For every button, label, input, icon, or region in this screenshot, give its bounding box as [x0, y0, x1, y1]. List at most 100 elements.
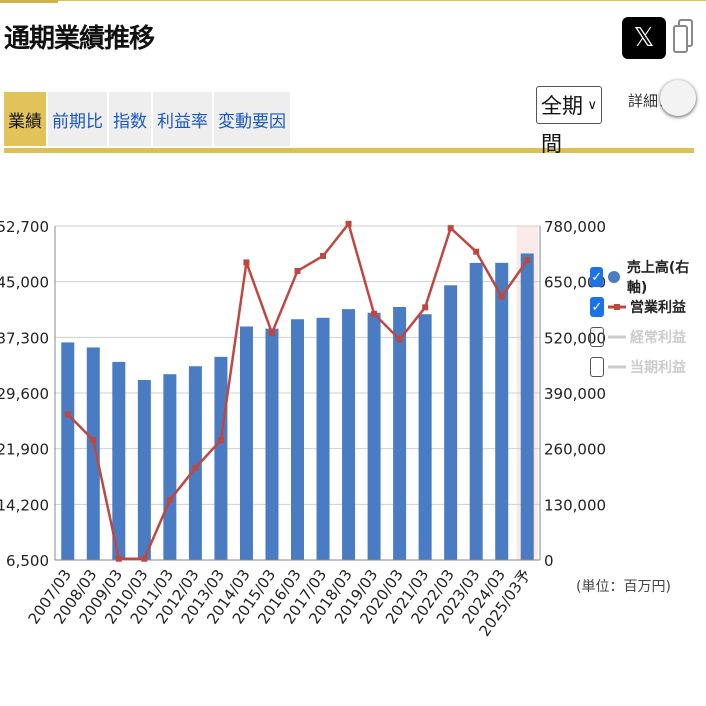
operating-profit-point — [243, 259, 250, 266]
sales-bar — [316, 317, 330, 560]
y-right-tick-label: 130,000 — [544, 496, 606, 514]
period-selected-value: 全期間 — [541, 94, 583, 156]
period-select[interactable]: 全期間 ∨ — [536, 86, 602, 156]
y-left-tick-label: 29,600 — [0, 385, 49, 403]
operating-profit-line — [66, 221, 529, 560]
operating-profit-point — [90, 437, 97, 444]
operating-profit-point — [396, 336, 403, 343]
x-tick-label: 2011/03 — [127, 566, 177, 627]
sales-bar — [291, 319, 304, 560]
x-share-button[interactable]: 𝕏 — [622, 17, 666, 59]
x-tick-label: 2017/03 — [280, 566, 330, 627]
detail-toggle[interactable] — [660, 80, 696, 116]
x-tick-label: 2025/03予 — [475, 566, 534, 640]
legend-item-ordinary-profit[interactable]: 経常利益 — [590, 322, 706, 352]
x-tick-label: 2014/03 — [203, 566, 253, 627]
tab-label: 業績 — [8, 111, 42, 132]
x-tick-label: 2020/03 — [356, 566, 406, 627]
operating-profit-point — [141, 555, 148, 562]
y-left-tick-label: 14,200 — [0, 496, 49, 514]
legend-item-sales[interactable]: ✓ 売上高(右軸) — [590, 260, 706, 296]
tab-bar: 業績 前期比 指数 利益率 変動要因 — [4, 92, 290, 150]
x-tick-label: 2018/03 — [305, 566, 355, 627]
sales-bar — [367, 312, 381, 560]
x-tick-label: 2013/03 — [178, 566, 228, 627]
legend-label: 営業利益 — [630, 300, 686, 316]
sales-bar — [137, 379, 151, 560]
x-tick-label: 2009/03 — [76, 566, 126, 627]
tab-label: 変動要因 — [218, 111, 286, 132]
circle-marker-icon — [608, 271, 621, 283]
sales-bar — [163, 374, 177, 560]
y-right-tick-label: 260,000 — [544, 441, 606, 459]
operating-profit-point — [320, 252, 327, 259]
y-right-tick-label: 0 — [544, 552, 554, 570]
legend-item-net-profit[interactable]: 当期利益 — [590, 352, 706, 382]
y-right-tick-label: 780,000 — [544, 218, 606, 236]
sales-bar — [61, 342, 75, 560]
operating-profit-point — [268, 330, 275, 337]
chart-legend: ✓ 売上高(右軸) ✓ 営業利益 経常利益 当期利益 — [590, 260, 706, 382]
checkbox-operating-profit[interactable]: ✓ — [590, 297, 604, 317]
line-marker-icon — [608, 304, 626, 310]
operating-profit-point — [524, 257, 531, 264]
line-marker-icon — [608, 335, 626, 339]
checkbox-net-profit[interactable] — [590, 357, 604, 377]
x-tick-label: 2012/03 — [152, 566, 202, 627]
x-tick-label: 2023/03 — [433, 566, 483, 627]
legend-label: 当期利益 — [630, 360, 686, 376]
operating-profit-point — [422, 304, 429, 311]
sales-bar — [520, 253, 534, 560]
operating-profit-point — [64, 411, 71, 418]
copy-icon[interactable] — [672, 18, 694, 54]
operating-profit-point — [166, 497, 173, 504]
tab-factors[interactable]: 変動要因 — [214, 92, 290, 146]
top-border-accent — [0, 0, 58, 3]
top-border — [0, 0, 706, 1]
chevron-down-icon: ∨ — [587, 98, 597, 113]
operating-profit-point — [473, 248, 480, 255]
operating-profit-point — [115, 555, 122, 562]
x-tick-label: 2015/03 — [229, 566, 279, 627]
x-tick-label: 2024/03 — [458, 566, 508, 627]
forecast-highlight — [516, 226, 538, 560]
y-left-tick-label: 52,700 — [0, 218, 49, 236]
tab-label: 指数 — [113, 111, 147, 132]
y-right-tick-label: 390,000 — [544, 385, 606, 403]
checkbox-sales[interactable]: ✓ — [590, 267, 604, 287]
y-left-tick-label: 37,300 — [0, 329, 49, 347]
sales-bar — [239, 326, 253, 560]
x-tick-label: 2016/03 — [254, 566, 304, 627]
tab-label: 利益率 — [157, 111, 208, 132]
operating-profit-point — [498, 293, 505, 300]
x-tick-label: 2007/03 — [25, 566, 75, 627]
x-tick-label: 2021/03 — [382, 566, 432, 627]
x-tick-label: 2008/03 — [50, 566, 100, 627]
operating-profit-point — [294, 267, 301, 274]
sales-bar — [469, 262, 483, 560]
legend-label: 経常利益 — [630, 330, 686, 346]
operating-profit-point — [371, 310, 378, 317]
tab-yoy[interactable]: 前期比 — [48, 92, 107, 146]
tab-index[interactable]: 指数 — [109, 92, 151, 146]
tab-results[interactable]: 業績 — [4, 92, 46, 146]
sales-bar — [214, 356, 228, 560]
sales-bar — [188, 366, 202, 560]
unit-label: (単位：百万円) — [576, 579, 671, 595]
line-marker-icon — [608, 365, 626, 369]
tab-label: 前期比 — [52, 111, 103, 132]
sales-bar — [112, 361, 126, 560]
y-left-tick-label: 6,500 — [6, 552, 49, 570]
sales-bar — [86, 347, 100, 560]
x-tick-label: 2019/03 — [331, 566, 381, 627]
x-tick-label: 2010/03 — [101, 566, 151, 627]
tab-margin[interactable]: 利益率 — [153, 92, 212, 146]
sales-bar — [393, 306, 407, 560]
legend-label: 売上高(右軸) — [626, 260, 690, 296]
operating-profit-point — [345, 220, 352, 227]
operating-profit-point — [192, 464, 199, 471]
sales-bar — [265, 328, 279, 560]
legend-item-operating-profit[interactable]: ✓ 営業利益 — [590, 292, 706, 322]
operating-profit-point — [447, 225, 454, 232]
checkbox-ordinary-profit[interactable] — [590, 327, 604, 347]
